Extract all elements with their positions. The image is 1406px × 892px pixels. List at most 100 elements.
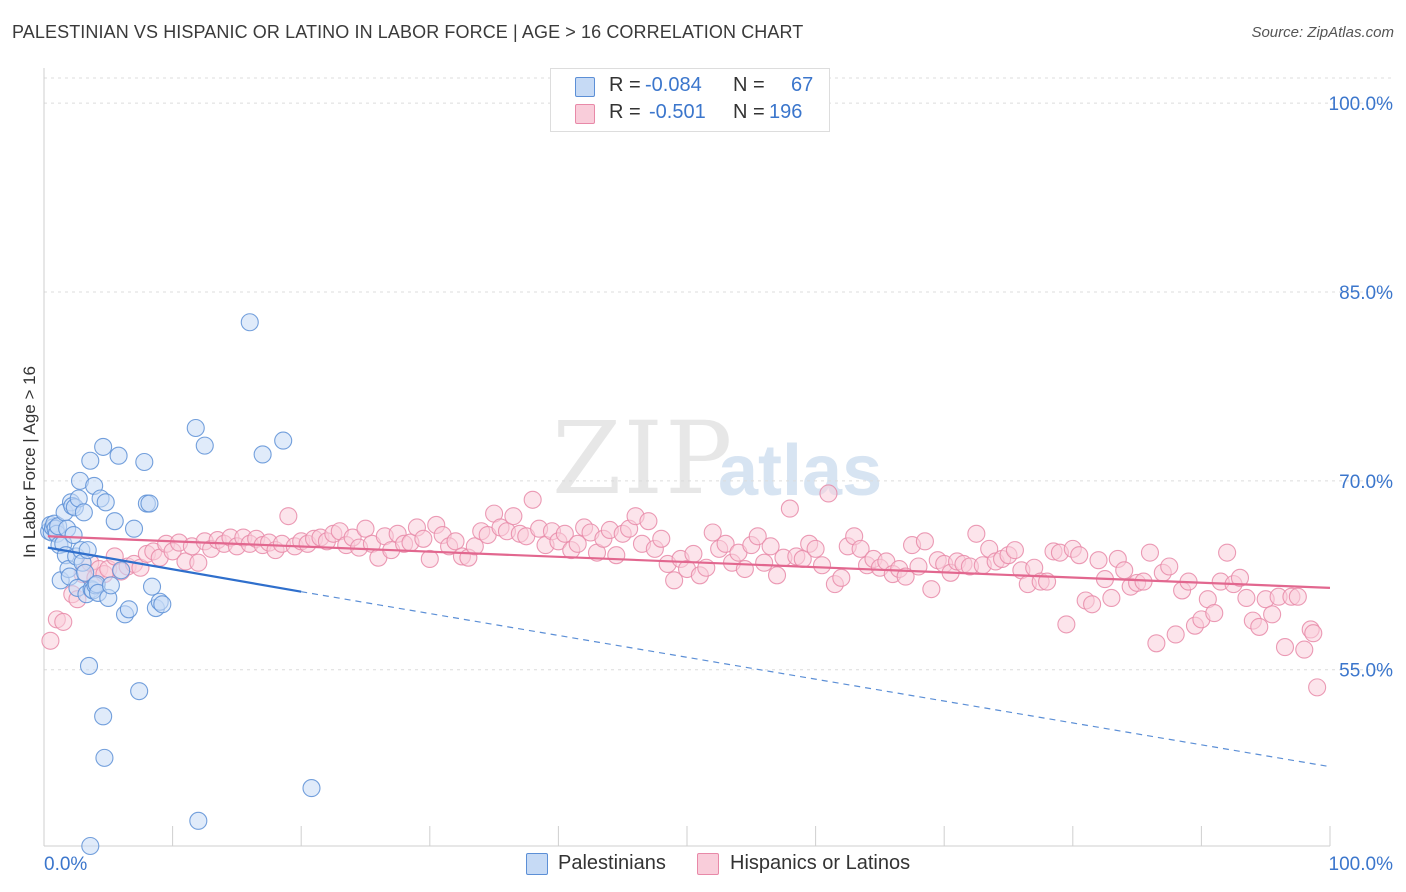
data-point — [1147, 634, 1166, 653]
data-point — [639, 512, 658, 531]
data-point — [851, 539, 870, 558]
trend-lines — [47, 535, 1331, 768]
bottom-legend-label: Hispanics or Latinos — [730, 852, 911, 874]
data-point — [105, 512, 124, 531]
data-point — [1263, 605, 1282, 624]
y-tick-label: 70.0% — [1339, 472, 1393, 493]
data-point — [703, 523, 722, 542]
data-point — [716, 534, 735, 553]
data-point — [523, 490, 542, 509]
data-point — [896, 567, 915, 586]
data-point — [915, 532, 934, 551]
data-point — [189, 553, 208, 572]
data-point — [112, 561, 131, 580]
data-point — [1308, 678, 1327, 697]
trend-line-palestinians — [47, 546, 302, 593]
data-point — [356, 519, 375, 538]
data-point — [274, 431, 293, 450]
data-point — [755, 553, 774, 572]
bottom-legend-swatch-pink — [697, 853, 719, 875]
data-point — [1230, 568, 1250, 587]
chart-title: PALESTINIAN VS HISPANIC OR LATINO IN LAB… — [12, 22, 804, 42]
data-point — [1250, 617, 1269, 636]
data-point — [76, 563, 95, 582]
data-point — [94, 437, 113, 456]
watermark-atlas: atlas — [718, 431, 883, 511]
trend-line-palestinians-extended — [301, 591, 1331, 768]
data-point — [1140, 543, 1160, 562]
data-point — [414, 529, 433, 548]
series-hispanics-or-latinos — [41, 484, 1327, 697]
data-point — [1089, 551, 1108, 570]
legend-n-value: 67 — [791, 74, 814, 96]
data-point — [568, 534, 587, 553]
data-point — [74, 503, 93, 522]
data-point — [240, 313, 259, 332]
data-point — [832, 568, 851, 587]
data-point — [64, 525, 83, 545]
bottom-legend-label: Palestinians — [558, 852, 666, 874]
data-point — [153, 595, 172, 614]
data-point — [1288, 587, 1307, 606]
data-point — [94, 707, 113, 726]
data-point — [195, 436, 214, 455]
data-point — [806, 539, 825, 558]
data-point — [1005, 541, 1024, 560]
y-axis-label: In Labor Force | Age > 16 — [20, 366, 39, 558]
data-point — [1218, 543, 1237, 562]
data-point — [124, 519, 144, 538]
data-point — [279, 507, 298, 526]
tick-labels: 100.0% 85.0% 70.0% 55.0% 0.0% 100.0% In Labor … — [20, 94, 1393, 875]
legend-n-key: N = — [733, 101, 765, 123]
y-tick-label: 55.0% — [1339, 661, 1393, 682]
data-point — [81, 451, 100, 470]
data-point — [79, 656, 99, 676]
legend-n-value: 196 — [769, 101, 803, 123]
data-point — [302, 779, 321, 798]
legend-r-key: R = — [609, 74, 641, 96]
data-point — [1070, 546, 1089, 565]
data-point — [96, 493, 115, 512]
data-point — [967, 524, 986, 543]
data-point — [186, 418, 205, 438]
data-point — [555, 524, 574, 543]
watermark-zip: ZIP — [552, 400, 735, 517]
data-point — [761, 537, 780, 556]
data-point — [135, 452, 154, 472]
data-point — [1237, 588, 1256, 608]
data-point — [1205, 604, 1224, 623]
data-point — [465, 537, 484, 556]
bottom-legend-swatch-blue — [526, 853, 548, 875]
data-point — [1275, 638, 1295, 657]
legend-r-value: -0.084 — [645, 74, 702, 96]
x-tick-label: 0.0% — [44, 854, 87, 875]
axes — [43, 68, 1331, 847]
data-point — [607, 546, 626, 565]
data-point — [95, 748, 114, 767]
data-point — [767, 566, 787, 585]
data-point — [780, 499, 799, 518]
trend-line-hispanics — [47, 535, 1331, 590]
data-point — [140, 494, 159, 513]
y-tick-label: 85.0% — [1339, 283, 1393, 304]
data-point — [1304, 624, 1323, 643]
data-point — [1115, 561, 1134, 580]
data-point — [101, 576, 120, 595]
legend-r-key: R = — [609, 101, 641, 123]
data-point — [684, 544, 703, 563]
data-point — [119, 600, 138, 619]
data-point — [812, 556, 832, 575]
data-point — [130, 682, 149, 701]
data-point — [1160, 557, 1179, 576]
data-point — [665, 571, 684, 590]
data-point — [81, 836, 100, 856]
data-point — [922, 580, 941, 599]
data-point — [504, 507, 523, 526]
data-point — [446, 532, 465, 551]
legend-swatch-blue — [575, 77, 595, 97]
y-tick-label: 100.0% — [1329, 94, 1394, 115]
correlation-legend: R = -0.084 N = 67 R = -0.501 N = 196 — [550, 68, 830, 132]
data-point — [420, 549, 439, 568]
legend-r-value: -0.501 — [649, 101, 706, 123]
